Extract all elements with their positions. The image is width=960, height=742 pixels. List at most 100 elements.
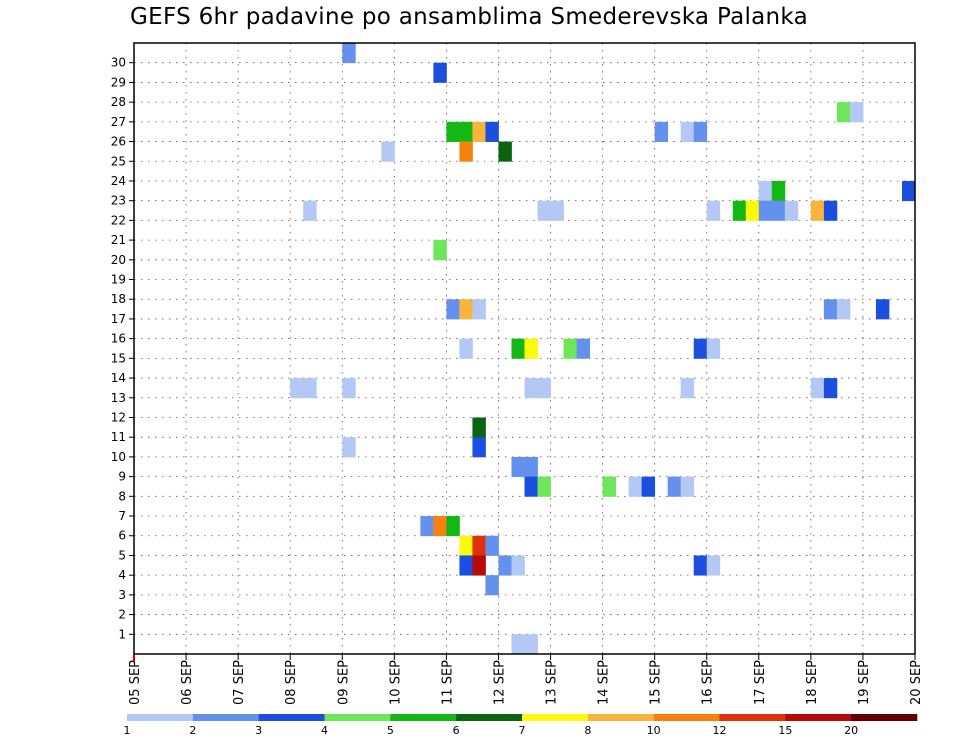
color-scale-label: 8 (584, 724, 591, 737)
heatmap-cell (628, 476, 643, 497)
color-scale-label: 3 (255, 724, 262, 737)
y-tick-label: 27 (111, 115, 126, 129)
heatmap-cell (654, 121, 669, 142)
heatmap-cell (537, 378, 551, 399)
color-scale-label: 7 (519, 724, 526, 737)
y-tick-label: 1 (118, 627, 126, 641)
heatmap-cell (836, 102, 851, 123)
color-scale-label: 1 (124, 724, 131, 737)
heatmap-cell (511, 634, 525, 655)
x-tick-label: 08 SEP (284, 660, 299, 705)
heatmap-cell (290, 378, 304, 399)
y-tick-label: 2 (118, 608, 126, 622)
heatmap-cell (459, 338, 473, 359)
color-scale-segment (258, 714, 325, 721)
heatmap-cell (823, 200, 838, 221)
heatmap-cell (472, 299, 486, 320)
color-scale-label: 10 (647, 724, 661, 737)
color-scale-segment (785, 714, 852, 721)
heatmap-cell (446, 299, 460, 320)
heatmap-cell (823, 299, 838, 320)
heatmap-cell (485, 575, 499, 596)
heatmap-cell (537, 200, 551, 221)
heatmap-cell (472, 417, 486, 438)
heatmap-cell (758, 200, 773, 221)
heatmap-cell (875, 299, 890, 320)
y-tick-label: 18 (111, 292, 126, 306)
color-scale-segment (127, 714, 194, 721)
y-tick-label: 19 (111, 273, 126, 287)
heatmap-cell (485, 121, 499, 142)
color-scale-segment (719, 714, 786, 721)
heatmap-cell (563, 338, 577, 359)
y-axis: 1234567891011121314151617181920212223242… (111, 56, 134, 641)
heatmap-cell (810, 378, 825, 399)
heatmap-cell (706, 555, 721, 576)
heatmap-cell (537, 476, 551, 497)
heatmap-cell (901, 180, 916, 202)
heatmap-cell (433, 516, 447, 537)
heatmap-cell (836, 299, 851, 320)
x-tick-label: 16 SEP (701, 660, 716, 705)
x-tick-label: 12 SEP (492, 660, 507, 705)
heatmap-cell (745, 200, 760, 221)
heatmap-cell (680, 121, 695, 142)
x-tick-label: 14 SEP (597, 660, 612, 705)
y-tick-label: 15 (111, 351, 126, 365)
heatmap-cell (667, 476, 682, 497)
x-tick-label: 20 SEP (909, 660, 924, 705)
y-tick-label: 25 (111, 154, 126, 168)
heatmap-cell (511, 338, 525, 359)
heatmap-cell (849, 102, 864, 123)
x-tick-label: 13 SEP (545, 660, 560, 705)
y-tick-label: 13 (111, 391, 126, 405)
color-scale-label: 20 (844, 724, 858, 737)
heatmap-cell (472, 437, 486, 458)
color-scale: 1 2 3 4 5 6 7 8 10 12 15 20 (124, 714, 918, 737)
y-tick-label: 3 (118, 588, 126, 602)
color-scale-segment (522, 714, 589, 721)
x-tick-label: 07 SEP (232, 660, 247, 705)
color-scale-segment (390, 714, 457, 721)
y-tick-label: 23 (111, 194, 126, 208)
x-tick-label: 18 SEP (805, 660, 820, 705)
heatmap-cell (485, 535, 499, 556)
heatmap-cells (290, 43, 916, 655)
heatmap-cell (524, 338, 538, 359)
color-scale-segment (456, 714, 523, 721)
x-tick-label: 05 SEP (128, 660, 143, 705)
heatmap-cell (524, 378, 538, 399)
color-scale-label: 5 (387, 724, 394, 737)
heatmap-cell (602, 476, 617, 497)
heatmap-cell (693, 121, 708, 142)
heatmap-cell (472, 121, 486, 142)
heatmap-cell (576, 338, 590, 359)
x-tick-label: 11 SEP (440, 660, 455, 705)
color-scale-label: 12 (713, 724, 727, 737)
x-tick-label: 19 SEP (857, 660, 872, 705)
heatmap-cell (810, 200, 825, 221)
y-tick-label: 7 (118, 509, 126, 523)
y-tick-label: 16 (111, 332, 126, 346)
color-scale-segment (324, 714, 391, 721)
plot-frame (133, 42, 916, 655)
heatmap-cell (433, 240, 447, 261)
heatmap-cell (550, 200, 564, 221)
heatmap-cell (693, 338, 708, 359)
heatmap-cell (459, 121, 473, 142)
heatmap-cell (511, 555, 525, 576)
y-tick-label: 28 (111, 95, 126, 109)
heatmap-cell (784, 200, 799, 221)
y-tick-label: 14 (111, 371, 126, 385)
heatmap-cell (459, 555, 473, 576)
chart-title: GEFS 6hr padavine po ansamblima Smederev… (130, 4, 809, 30)
color-scale-label: 6 (453, 724, 460, 737)
x-axis: 05 SEP 06 SEP 07 SEP 08 SEP 09 SEP 10 SEP 11 S… (128, 654, 924, 705)
heatmap-cell (771, 200, 786, 221)
heatmap-cell (524, 634, 538, 655)
heatmap-cell (342, 43, 356, 64)
heatmap-cell (524, 476, 538, 497)
heatmap-cell (498, 141, 512, 162)
color-scale-segment (587, 714, 654, 721)
heatmap-cell (680, 378, 695, 399)
